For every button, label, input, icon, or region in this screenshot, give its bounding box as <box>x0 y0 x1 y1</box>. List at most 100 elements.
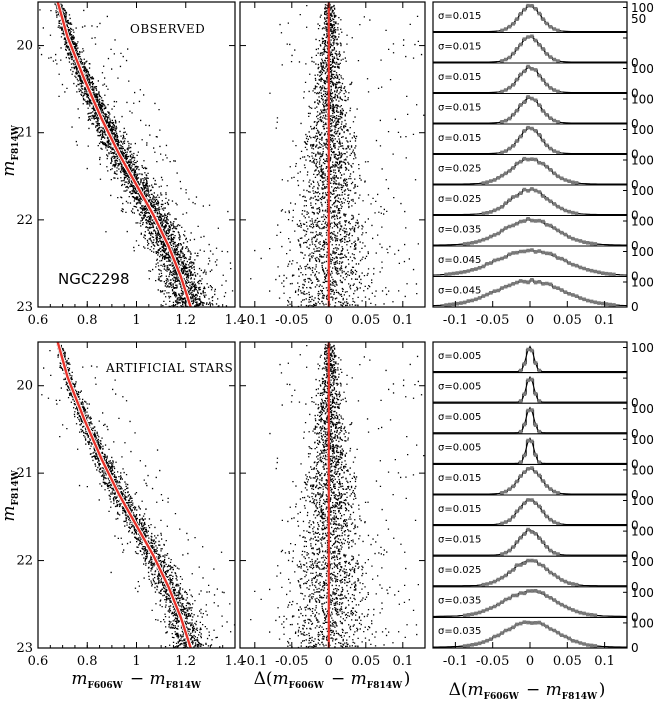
x-tick-label: 0 <box>325 654 333 669</box>
sigma-label: σ=0.015 <box>438 473 481 484</box>
x-tick-label: -0.1 <box>443 654 468 669</box>
y-tick-label: 100 <box>631 184 654 198</box>
sigma-label: σ=0.025 <box>438 194 481 205</box>
y-tick-label: 100 <box>631 215 654 229</box>
x-tick-label: 1 <box>132 313 140 328</box>
sigma-label: σ=0.015 <box>438 534 481 545</box>
x-tick-label: 0.8 <box>77 654 98 669</box>
y-tick-label: 50 <box>631 12 646 26</box>
y-tick-label: 100 <box>631 93 654 107</box>
x-tick-label: 1.4 <box>225 313 246 328</box>
sigma-label: σ=0.025 <box>438 565 481 576</box>
histogram-bin <box>433 153 627 185</box>
annotation-observed: OBSERVED <box>130 22 205 36</box>
y-tick-label: 0 <box>631 56 639 70</box>
histogram-bin <box>433 31 627 63</box>
histogram-bin <box>433 433 627 465</box>
y-tick-label: 100 <box>631 463 654 477</box>
sigma-label: σ=0.015 <box>438 504 481 515</box>
histogram-points <box>444 248 616 277</box>
x-tick-label: 0.05 <box>553 313 582 328</box>
x-axis-title-middle: Δ(mF606W − mF814W ) <box>254 669 411 691</box>
sigma-label: σ=0.005 <box>438 412 481 423</box>
histogram-bin <box>432 245 628 277</box>
x-tick-label: -0.05 <box>476 313 509 328</box>
histogram-steps <box>433 66 627 93</box>
histogram-points <box>500 498 560 526</box>
y-tick-label: 0 <box>631 427 639 441</box>
x-tick-label: -0.05 <box>476 654 509 669</box>
y-tick-label: 0 <box>631 610 639 624</box>
x-tick-label: 1.2 <box>175 313 196 328</box>
y-tick-label: 0 <box>631 300 639 314</box>
x-tick-label: 0.05 <box>553 654 582 669</box>
histogram-steps <box>433 35 627 63</box>
histogram-steps <box>433 499 627 525</box>
y-tick-label: 100 <box>631 1 654 15</box>
histogram-bin <box>433 3 627 33</box>
y-tick-label: 20 <box>16 379 33 394</box>
histogram-points <box>500 125 560 155</box>
y-tick-label: 0 <box>631 117 639 131</box>
histogram-bin <box>433 184 627 216</box>
histogram-points <box>500 34 560 63</box>
x-tick-label: 0.1 <box>594 654 615 669</box>
histogram-points <box>500 466 560 495</box>
histogram-bin <box>433 402 627 434</box>
histogram-points <box>481 558 579 587</box>
sigma-label: σ=0.005 <box>438 443 481 454</box>
histogram-steps <box>433 158 627 185</box>
histogram-bin <box>433 586 627 618</box>
fiducial-lines-layer <box>55 1 330 649</box>
panel-frame <box>239 1 426 308</box>
y-tick-label: 100 <box>631 555 654 569</box>
histogram-bin <box>433 372 627 403</box>
y-tick-label: 100 <box>631 616 654 630</box>
histogram-points <box>481 156 579 185</box>
histogram-points <box>500 527 560 556</box>
y-tick-label: 100 <box>631 433 654 447</box>
histogram-steps <box>433 188 627 215</box>
histogram-points <box>518 377 542 403</box>
histogram-points <box>518 438 542 465</box>
y-tick-label: 21 <box>16 466 33 481</box>
histogram-bin <box>433 123 627 155</box>
y-tick-label: 0 <box>631 239 639 253</box>
histogram-bin <box>433 214 627 246</box>
y-tick-label: 0 <box>631 87 639 101</box>
histogram-steps <box>433 529 627 556</box>
histogram-steps <box>433 379 627 403</box>
histogram-steps <box>433 560 627 587</box>
scatter-points-layer <box>39 3 628 649</box>
x-tick-label: -0.05 <box>275 654 308 669</box>
sigma-label: σ=0.015 <box>438 72 481 83</box>
panel-frame <box>37 341 236 649</box>
scatter-points <box>39 3 234 308</box>
x-tick-label: 0 <box>526 313 534 328</box>
x-tick-label: -0.1 <box>242 313 267 328</box>
y-tick-label: 100 <box>631 123 654 137</box>
y-tick-label: 0 <box>631 396 639 410</box>
histogram-bin <box>433 525 627 556</box>
histogram-points <box>518 408 542 434</box>
y-tick-label: 100 <box>631 586 654 600</box>
fiducial-line <box>56 1 192 308</box>
y-tick-label: 100 <box>631 525 654 539</box>
histogram-points <box>444 278 616 307</box>
y-tick-label: 20 <box>16 39 33 54</box>
x-tick-label: 0.6 <box>28 313 49 328</box>
cmd-points-bottom-left <box>41 343 236 649</box>
histogram-bin <box>433 494 627 526</box>
y-tick-label: 0 <box>631 549 639 563</box>
y-tick-label: 22 <box>16 213 33 228</box>
scatter-points <box>250 343 425 649</box>
x-tick-label: -0.1 <box>242 654 267 669</box>
histogram-steps <box>433 5 627 32</box>
y-tick-label: 21 <box>16 126 33 141</box>
x-tick-label: 0.1 <box>594 313 615 328</box>
x-tick-label: 0 <box>526 654 534 669</box>
sigma-label: σ=0.015 <box>438 11 481 22</box>
histogram-points <box>500 3 560 33</box>
x-tick-label: 1.4 <box>225 654 246 669</box>
